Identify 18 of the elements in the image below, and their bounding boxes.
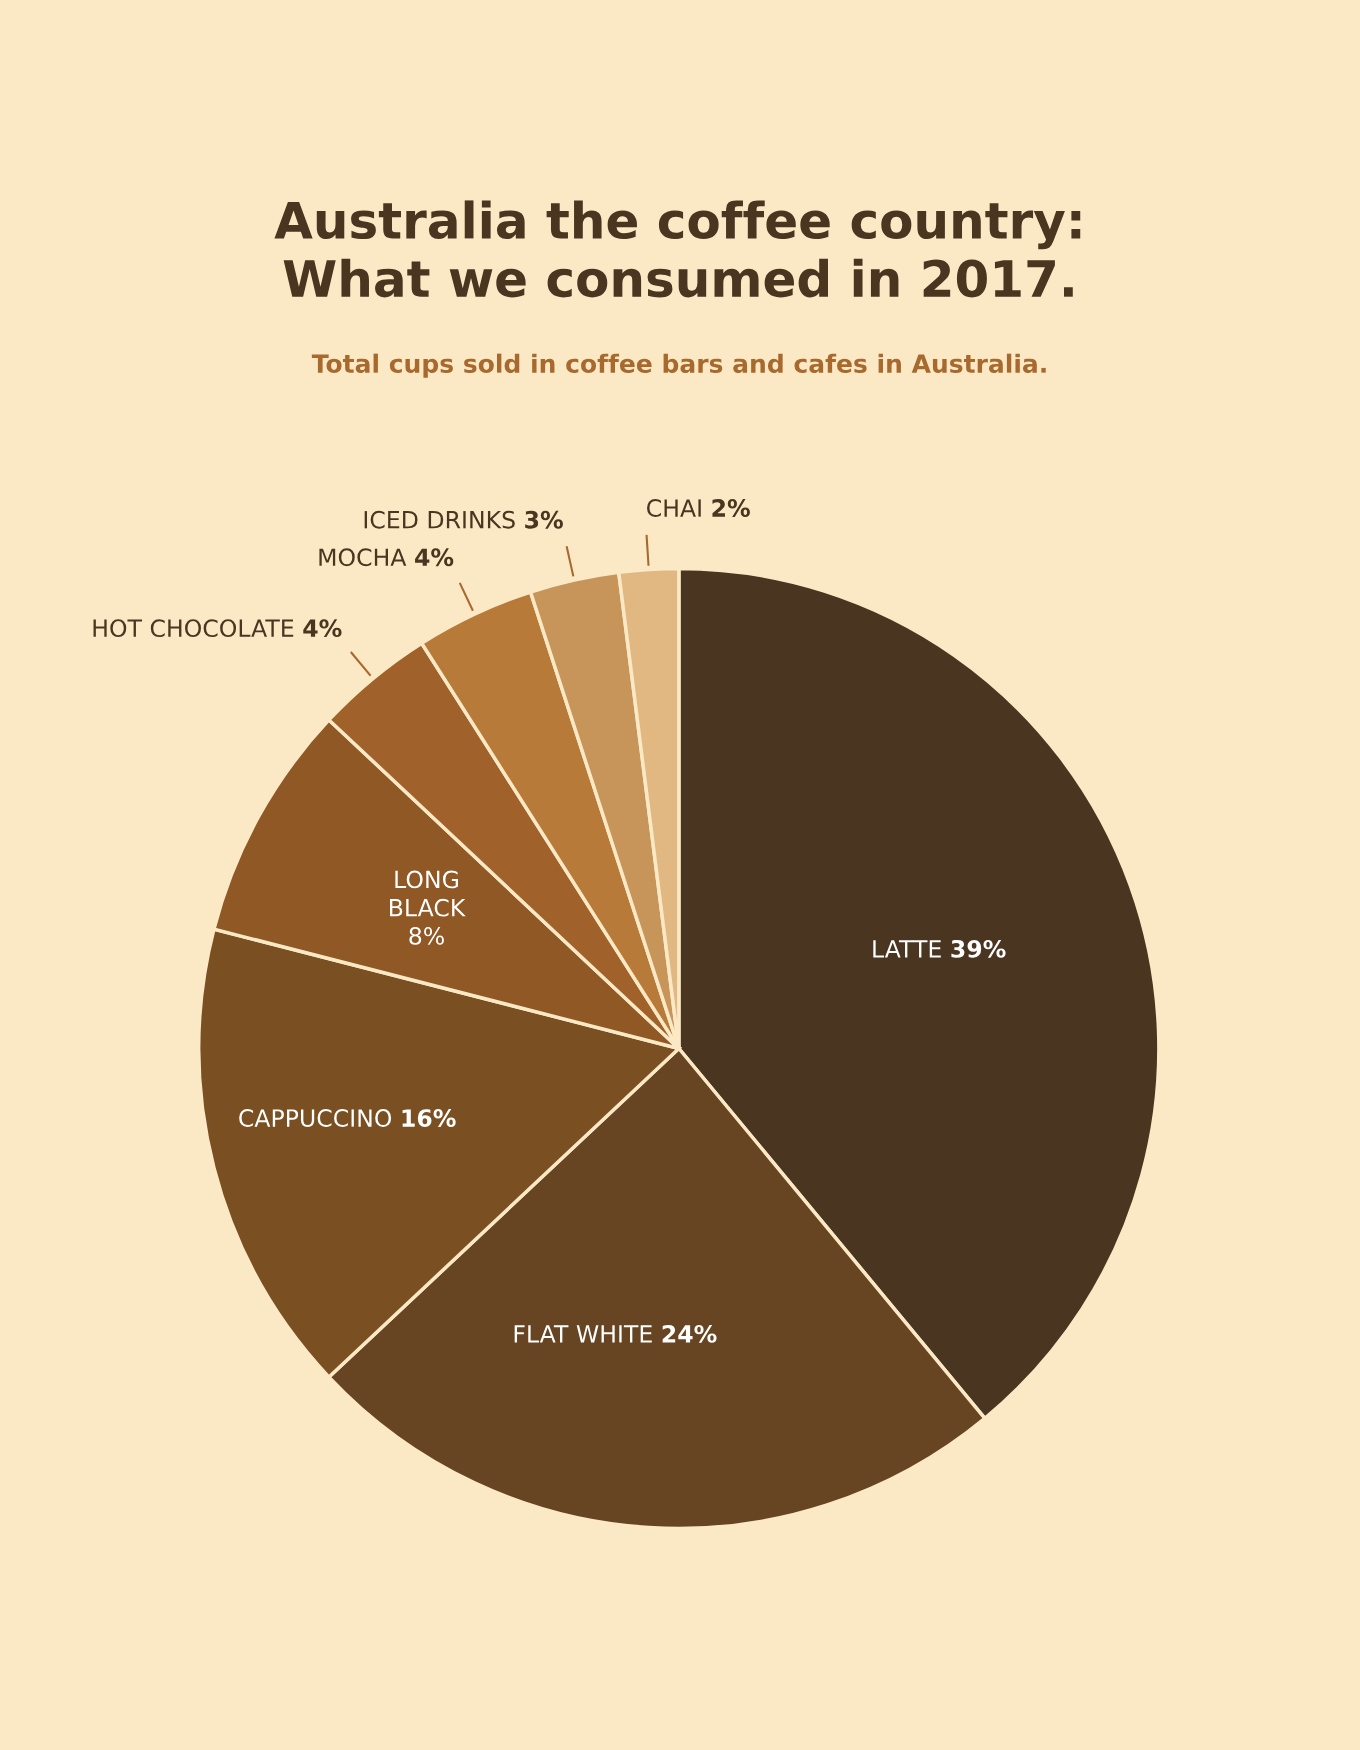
slice-label: CHAI <box>647 499 701 517</box>
data-label: 39% <box>951 939 1006 958</box>
data-label: 4% <box>415 548 454 567</box>
slice-label: CAPPUCCINO <box>239 1109 392 1127</box>
slice-label: MOCHA <box>319 548 407 567</box>
data-label: 4% <box>303 619 342 638</box>
data-label: 3% <box>525 510 563 529</box>
slice-label: ICED DRINKS <box>364 510 515 529</box>
slice-label: FLAT WHITE <box>514 1325 652 1343</box>
data-label: 8% <box>409 926 444 945</box>
data-label: 16% <box>402 1109 456 1127</box>
slice-label: LONG BLACK <box>390 870 466 917</box>
data-label: 24% <box>662 1324 717 1343</box>
slice-label: HOT CHOCOLATE <box>93 619 294 638</box>
slice-label: LATTE <box>873 940 941 958</box>
chart-title: Australia the coffee country: What we consumed in 2017. <box>274 200 1081 298</box>
chart-subtitle: Total cups sold in coffee bars and cafes in Australia. <box>311 353 1046 378</box>
data-label: 2% <box>712 499 750 517</box>
